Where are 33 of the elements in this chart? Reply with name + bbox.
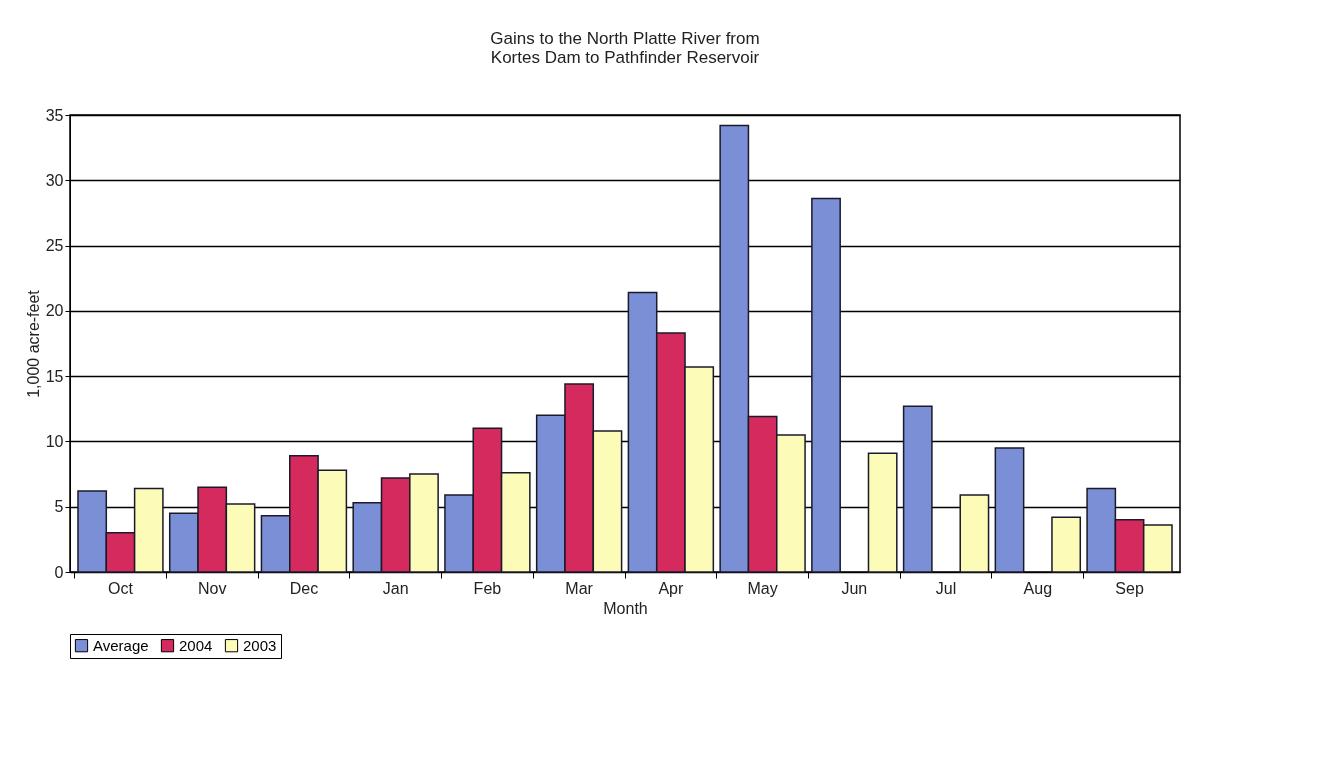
legend-label: Average — [93, 636, 149, 654]
y-tick-label: 20 — [45, 302, 64, 320]
bar — [959, 494, 990, 573]
y-tick-label: 30 — [45, 171, 64, 189]
x-tick-label: Aug — [1023, 579, 1053, 597]
text: Gains to the North Platte River from — [490, 29, 760, 48]
y-tick-label: 0 — [54, 563, 64, 581]
x-tick-label: Dec — [289, 579, 319, 597]
x-tick-label: Jan — [382, 579, 409, 597]
x-tick-label: Jun — [841, 579, 868, 597]
y-tick-label: 35 — [45, 106, 64, 124]
y-tick-label: 5 — [54, 498, 64, 516]
x-tick-label: Nov — [197, 579, 227, 597]
y-tick-label: 25 — [45, 237, 64, 255]
bar — [1051, 516, 1082, 573]
x-tick-label: Mar — [565, 579, 594, 597]
bar — [994, 447, 1025, 573]
x-tick-label: Oct — [108, 579, 134, 597]
legend-label: 2003 — [243, 636, 277, 654]
text: Kortes Dam to Pathfinder Reservoir — [490, 48, 760, 67]
y-tick-label: 10 — [45, 432, 64, 450]
x-tick-label: Sep — [1115, 579, 1144, 597]
x-axis-title: Month — [603, 599, 648, 617]
bar — [867, 452, 898, 573]
bar — [902, 405, 933, 573]
legend-label: 2004 — [179, 636, 213, 654]
x-tick-label: Feb — [473, 579, 502, 597]
y-axis-title: 1,000 acre-feet — [24, 289, 42, 398]
x-tick-label: Apr — [658, 579, 684, 597]
x-tick-label: Jul — [935, 579, 957, 597]
x-tick-label: May — [747, 579, 778, 597]
bar — [811, 197, 841, 573]
y-tick-label: 15 — [45, 367, 64, 385]
